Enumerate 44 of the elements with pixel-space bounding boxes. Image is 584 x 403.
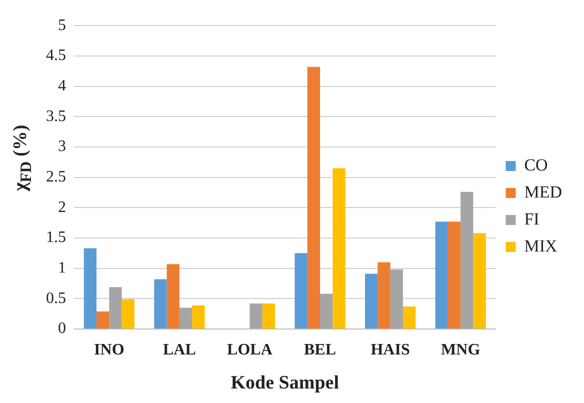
x-tick-label: LOLA — [227, 342, 273, 359]
bar — [473, 233, 486, 328]
legend-label: CO — [524, 155, 548, 174]
bar — [109, 287, 122, 328]
y-tick-label: 1 — [58, 260, 66, 277]
x-tick-label: MNG — [441, 342, 481, 359]
bar — [320, 294, 333, 328]
bar — [435, 222, 448, 328]
bar — [364, 274, 378, 328]
bar — [294, 253, 308, 328]
y-tick-label: 2 — [58, 198, 66, 216]
y-tick-label: 0.5 — [46, 290, 66, 307]
bar — [390, 270, 403, 328]
y-tick-label: 3.5 — [46, 108, 66, 125]
x-axis-title: Kode Sampel — [230, 372, 339, 394]
bar — [307, 66, 320, 328]
bar — [122, 299, 134, 328]
bar — [179, 308, 192, 328]
bar — [262, 304, 276, 328]
y-tick-label: 2.5 — [46, 168, 66, 186]
bar — [84, 248, 96, 328]
bar — [192, 305, 205, 328]
x-tick-label: INO — [94, 342, 124, 359]
y-tick-label: 0 — [58, 320, 66, 338]
bar — [378, 262, 390, 328]
bar — [154, 279, 167, 328]
legend-label: MED — [524, 182, 562, 202]
bar — [96, 311, 110, 328]
bar — [166, 264, 180, 328]
x-tick-label: LAL — [162, 342, 196, 359]
y-tick-label: 3 — [58, 138, 66, 156]
y-tick-label: 1.5 — [46, 229, 66, 246]
y-tick-label: 4.5 — [46, 47, 66, 64]
bar — [448, 222, 461, 328]
y-tick-label: 5 — [58, 16, 66, 34]
bar — [460, 192, 474, 328]
bar — [402, 306, 416, 328]
bar — [332, 168, 346, 328]
x-tick-label: BEL — [304, 342, 336, 359]
bar — [250, 304, 262, 328]
x-tick-label: HAIS — [370, 342, 410, 359]
legend-label: FI — [524, 209, 540, 228]
legend-label: MIX — [524, 236, 558, 256]
y-tick-label: 4 — [58, 77, 66, 94]
